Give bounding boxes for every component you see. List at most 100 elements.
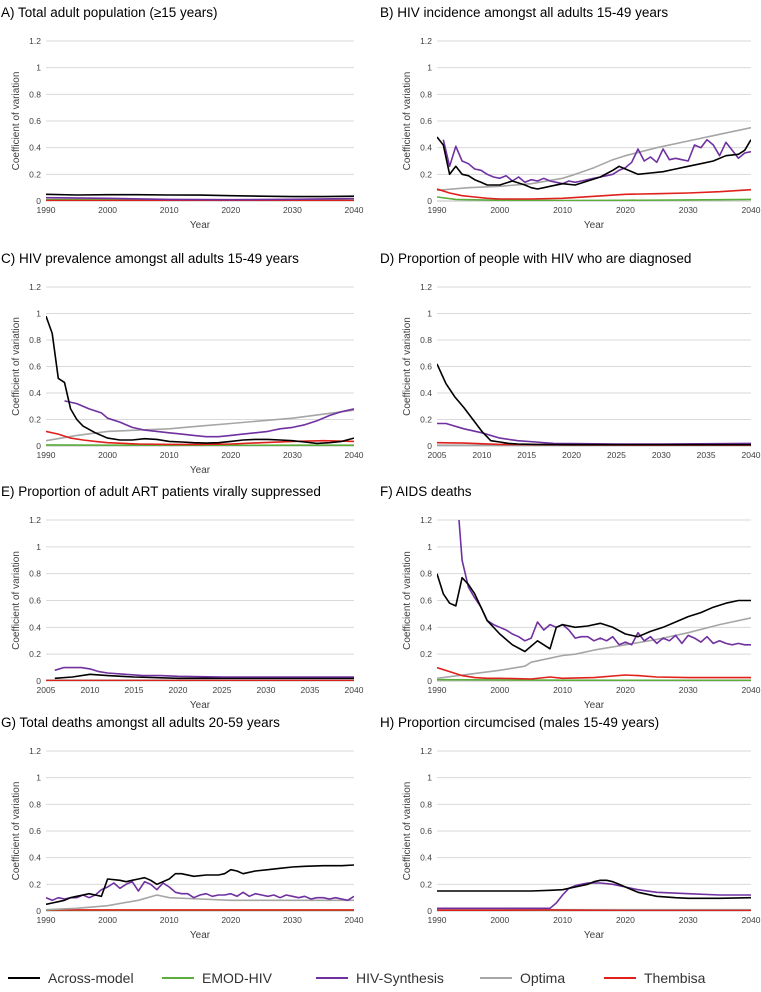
panel-f-series-optima — [437, 617, 751, 680]
panel-e-xtick-label: 2035 — [301, 685, 320, 695]
panel-d-xtick-label: 2040 — [742, 450, 761, 460]
panel-h-xtick-label: 2000 — [490, 915, 509, 925]
panel-f-xtick-label: 2040 — [742, 685, 761, 695]
panel-c-xtick-label: 2040 — [345, 450, 364, 460]
panel-h-x-axis-label: Year — [584, 930, 605, 941]
panel-a-xtick-label: 2010 — [160, 205, 179, 215]
panel-d-xtick-label: 2035 — [697, 450, 716, 460]
panel-e-ytick-label: 1.2 — [29, 515, 41, 525]
panel-d-ytick-label: 1 — [427, 309, 432, 319]
panel-h-xtick-label: 2030 — [679, 915, 698, 925]
panel-f-ytick-label: 0.4 — [420, 622, 432, 632]
panel-d-xtick-label: 2005 — [428, 450, 447, 460]
panel-f-title: F) AIDS deaths — [380, 484, 472, 499]
panel-g-ytick-label: 1 — [36, 773, 41, 783]
panel-f-x-axis-label: Year — [584, 700, 605, 711]
panel-e-series-hiv-synthesis — [54, 666, 354, 678]
panel-h-ytick-label: 1 — [427, 773, 432, 783]
panel-a-xtick-label: 2030 — [283, 205, 302, 215]
panel-e-xtick-label: 2005 — [37, 685, 56, 695]
panel-b-title: B) HIV incidence amongst all adults 15-4… — [380, 5, 668, 20]
panel-c-series-across-model — [46, 315, 354, 445]
panel-a-ytick-label: 0.2 — [29, 169, 41, 179]
panel-c-ytick-label: 0.2 — [29, 415, 41, 425]
legend-swatch-emod-hiv — [162, 977, 194, 979]
panel-g-ytick-label: 0.2 — [29, 879, 41, 889]
panel-d-ytick-label: 1.2 — [420, 282, 432, 292]
panel-f-y-axis-label: Coefficient of variation — [402, 551, 413, 650]
panel-a-ytick-label: 0.4 — [29, 143, 41, 153]
panel-d-ytick-label: 0.4 — [420, 388, 432, 398]
panel-c-xtick-label: 1990 — [37, 450, 56, 460]
panel-f-ytick-label: 0.6 — [420, 596, 432, 606]
panel-a-title: A) Total adult population (≥15 years) — [1, 5, 218, 20]
panel-b-xtick-label: 2020 — [616, 205, 635, 215]
panel-g-x-axis-label: Year — [190, 930, 211, 941]
panel-b-ytick-label: 0.4 — [420, 143, 432, 153]
panel-g-ytick-label: 0.4 — [29, 853, 41, 863]
panel-h-ytick-label: 0.8 — [420, 799, 432, 809]
legend-item-thembisa: Thembisa — [604, 966, 705, 990]
panel-h-y-axis-label: Coefficient of variation — [402, 782, 413, 881]
legend-item-across-model: Across-model — [8, 966, 134, 990]
panel-g-xtick-label: 2000 — [98, 915, 117, 925]
panel-b-series-emod-hiv — [437, 196, 751, 201]
panel-f-xtick-label: 2020 — [616, 685, 635, 695]
panel-a-ytick-label: 0.6 — [29, 116, 41, 126]
panel-c-series-optima — [46, 409, 354, 442]
panel-c-ytick-label: 1 — [36, 309, 41, 319]
panel-e-ytick-label: 0.8 — [29, 569, 41, 579]
panel-e-y-axis-label: Coefficient of variation — [11, 551, 22, 650]
panel-c-y-axis-label: Coefficient of variation — [11, 317, 22, 416]
panel-d-series-across-model — [437, 363, 751, 446]
panel-e-xtick-label: 2030 — [257, 685, 276, 695]
panel-e: E) Proportion of adult ART patients vira… — [1, 484, 364, 711]
panel-b-ytick-label: 1.2 — [420, 36, 432, 46]
panel-c-series-hiv-synthesis — [64, 400, 354, 438]
panel-c-series-thembisa — [46, 430, 354, 446]
panel-h-xtick-label: 1990 — [428, 915, 447, 925]
panel-c-xtick-label: 2010 — [160, 450, 179, 460]
panel-g-ytick-label: 0.8 — [29, 799, 41, 809]
legend-label-thembisa: Thembisa — [644, 970, 706, 986]
panel-e-ytick-label: 0 — [36, 676, 41, 686]
panel-f-series-thembisa — [437, 666, 751, 680]
legend-item-hiv-synthesis: HIV-Synthesis — [316, 966, 444, 990]
panel-d-xtick-label: 2010 — [472, 450, 491, 460]
panel-e-xtick-label: 2025 — [213, 685, 232, 695]
panel-b-series-hiv-synthesis — [442, 138, 751, 185]
panel-c-xtick-label: 2030 — [283, 450, 302, 460]
panel-h: H) Proportion circumcised (males 15-49 y… — [380, 715, 761, 941]
panel-g: G) Total deaths amongst all adults 20-59… — [1, 715, 364, 941]
panel-a-series-across-model — [46, 193, 354, 198]
panel-c-xtick-label: 2000 — [98, 450, 117, 460]
panel-f: F) AIDS deaths 0 0.2 0.4 0.6 0.8 1 1.2 1990 2000 2… — [380, 484, 761, 711]
panel-b-ytick-label: 0.8 — [420, 89, 432, 99]
panel-f-series-emod-hiv — [437, 678, 751, 681]
panel-e-series-across-model — [54, 673, 354, 680]
panel-a-xtick-label: 1990 — [37, 205, 56, 215]
panel-e-ytick-label: 1 — [36, 542, 41, 552]
panel-f-ytick-label: 1 — [427, 542, 432, 552]
panel-d-xtick-label: 2015 — [517, 450, 536, 460]
panel-b-xtick-label: 2040 — [742, 205, 761, 215]
panel-e-title: E) Proportion of adult ART patients vira… — [1, 484, 321, 499]
panel-a-series-hiv-synthesis — [46, 196, 354, 201]
panel-g-xtick-label: 2030 — [283, 915, 302, 925]
panel-b-series-across-model — [437, 136, 751, 190]
panel-d-ytick-label: 0.8 — [420, 335, 432, 345]
panel-h-series-hiv-synthesis — [437, 882, 751, 910]
legend-swatch-thembisa — [604, 977, 636, 979]
panel-g-xtick-label: 2040 — [345, 915, 364, 925]
panel-d: D) Proportion of people with HIV who are… — [380, 251, 761, 460]
legend-label-emod-hiv: EMOD-HIV — [202, 970, 272, 986]
panel-h-xtick-label: 2020 — [616, 915, 635, 925]
panel-c-ytick-label: 0.6 — [29, 362, 41, 372]
panel-a-xtick-label: 2040 — [345, 205, 364, 215]
panel-f-ytick-label: 0.8 — [420, 569, 432, 579]
panel-c-ytick-label: 1.2 — [29, 282, 41, 292]
panel-d-xtick-label: 2020 — [562, 450, 581, 460]
panel-e-ytick-label: 0.6 — [29, 596, 41, 606]
panel-h-ytick-label: 1.2 — [420, 746, 432, 756]
panel-e-xtick-label: 2020 — [169, 685, 188, 695]
